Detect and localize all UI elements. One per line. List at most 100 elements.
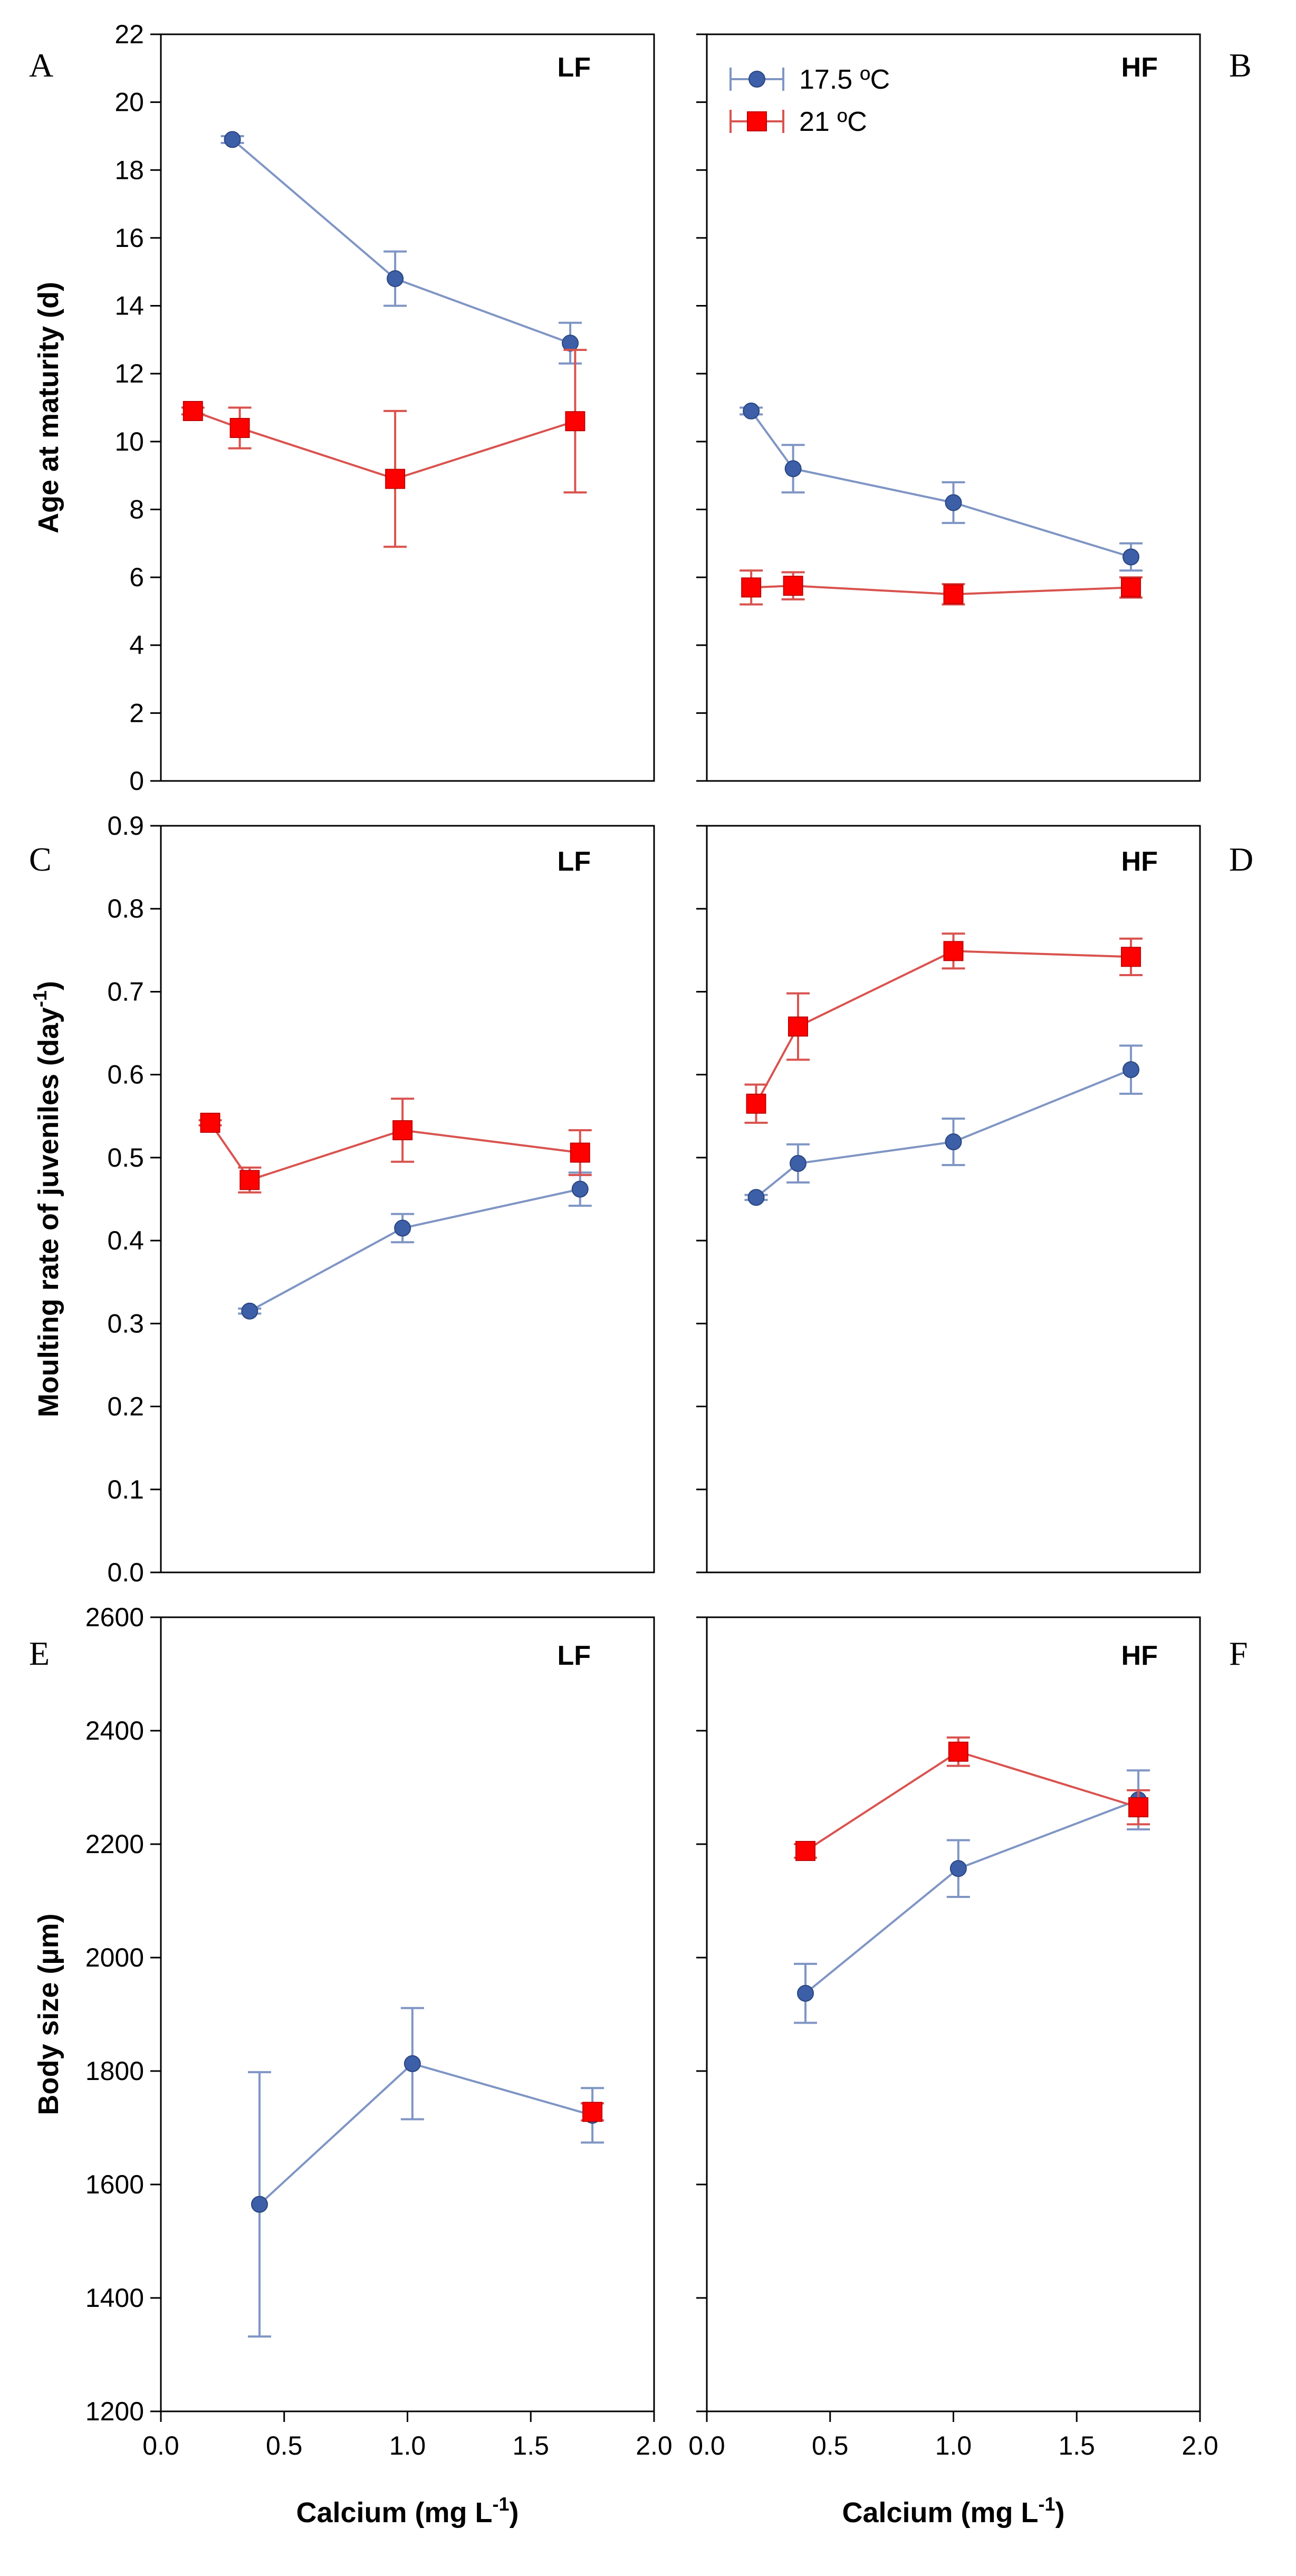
- series-line: [258, 2062, 593, 2206]
- data-point: [1122, 1061, 1140, 1079]
- plot-frame: [160, 1616, 655, 2412]
- y-tick-label: 0.4: [107, 1226, 144, 1255]
- x-axis-title: Calcium (mg L-1): [296, 2493, 519, 2529]
- data-point: [224, 131, 241, 148]
- panel-E: 1200 1400 1600 1800 2000 2200 2400 2600 0.0 0.5 1.…: [29, 1602, 673, 2529]
- panel-label: A: [29, 46, 53, 84]
- data-point: [239, 1170, 260, 1190]
- data-point: [795, 1840, 815, 1861]
- y-tick-label: 0.3: [107, 1309, 144, 1338]
- data-point: [1121, 577, 1141, 598]
- legend-marker-21: [747, 111, 767, 131]
- data-point: [783, 576, 803, 596]
- data-point: [392, 1120, 413, 1141]
- y-tick-label: 2600: [85, 1602, 144, 1632]
- y-tick-label: 0: [129, 766, 144, 796]
- y-tick-label: 0.2: [107, 1392, 144, 1421]
- plot-frame: [160, 33, 655, 782]
- series-line: [804, 1750, 1139, 1852]
- data-point: [404, 2055, 421, 2073]
- y-tick-label: 2400: [85, 1716, 144, 1745]
- y-tick-label: 0.8: [107, 894, 144, 923]
- y-tick-label: 10: [114, 427, 144, 456]
- y-axis-title: Age at maturity (d): [33, 282, 64, 533]
- legend-item-21: 21 ºC: [729, 107, 867, 137]
- y-tick-label: 22: [114, 20, 144, 49]
- panel-A: 0 2 4 6 8 10 12 14 16 18 20 22 Age at maturity (d) A L…: [29, 20, 655, 796]
- series-s21: [181, 349, 587, 548]
- y-tick-label: 6: [129, 562, 144, 592]
- y-tick-label: 18: [114, 155, 144, 185]
- x-tick-label: 1.5: [1058, 2431, 1095, 2460]
- series-line: [232, 138, 571, 345]
- series-s21: [740, 569, 1143, 606]
- y-tick-label: 0.9: [107, 811, 144, 841]
- data-point: [945, 494, 962, 511]
- y-tick-label: 0.1: [107, 1475, 144, 1504]
- y-tick-label: 0.6: [107, 1060, 144, 1090]
- series-line: [804, 1799, 1139, 1995]
- series-s17: [794, 1769, 1150, 2024]
- series-s21: [744, 932, 1143, 1124]
- data-point: [945, 1133, 962, 1151]
- x-tick-label: 1.5: [512, 2431, 549, 2460]
- panel-label: D: [1229, 841, 1253, 878]
- y-tick-label: 4: [129, 631, 144, 660]
- data-point: [571, 1180, 589, 1198]
- data-point: [582, 2102, 603, 2122]
- y-tick-label: 1400: [85, 2283, 144, 2313]
- y-tick-label: 16: [114, 223, 144, 253]
- data-point: [200, 1112, 220, 1133]
- data-point: [797, 1985, 814, 2002]
- data-point: [183, 400, 203, 421]
- data-point: [948, 1741, 968, 1762]
- series-s17: [238, 1171, 592, 1320]
- data-point: [562, 335, 579, 352]
- series-line: [755, 950, 1131, 1104]
- y-tick-label: 0.7: [107, 977, 144, 1006]
- y-tick-label: 0.5: [107, 1143, 144, 1172]
- y-tick-label: 2000: [85, 1943, 144, 1972]
- data-point: [1121, 947, 1141, 967]
- data-point: [743, 402, 760, 419]
- data-point: [943, 941, 964, 961]
- panel-label: B: [1229, 46, 1252, 84]
- panel-label: F: [1229, 1635, 1248, 1672]
- feed-label: HF: [1121, 846, 1158, 877]
- x-axis-title: Calcium (mg L-1): [842, 2493, 1064, 2529]
- panel-D: D HF: [696, 825, 1253, 1573]
- data-point: [784, 460, 802, 478]
- data-point: [229, 418, 250, 438]
- data-point: [741, 577, 762, 598]
- series-line: [750, 410, 1131, 558]
- data-point: [570, 1142, 590, 1163]
- panel-label: E: [29, 1635, 50, 1672]
- series-s17: [220, 131, 582, 365]
- x-tick-label: 2.0: [1182, 2431, 1218, 2460]
- series-s17: [740, 402, 1143, 572]
- legend-label-21: 21 ºC: [799, 107, 867, 137]
- y-tick-label: 12: [114, 359, 144, 388]
- feed-label: HF: [1121, 1640, 1158, 1671]
- panel-B: B HF 17.5 ºC 21 ºC: [696, 33, 1252, 782]
- legend: 17.5 ºC 21 ºC: [729, 64, 890, 137]
- y-tick-label: 2200: [85, 1829, 144, 1859]
- y-axis-title: Moulting rate of juveniles (day-1): [29, 981, 64, 1417]
- data-point: [789, 1155, 807, 1172]
- data-point: [241, 1302, 258, 1320]
- y-axis-title: Body size (µm): [33, 1913, 64, 2115]
- legend-marker-17-5: [748, 71, 765, 88]
- data-point: [747, 1189, 765, 1206]
- series-line: [249, 1188, 581, 1312]
- plot-frame: [160, 825, 655, 1573]
- feed-label: LF: [557, 52, 591, 83]
- x-tick-label: 1.0: [935, 2431, 972, 2460]
- series-line: [751, 585, 1131, 596]
- y-tick-label: 1200: [85, 2397, 144, 2426]
- y-tick-label: 8: [129, 494, 144, 524]
- feed-label: HF: [1121, 52, 1158, 83]
- panel-label: C: [29, 841, 52, 878]
- data-point: [943, 584, 964, 605]
- plot-frame: [706, 825, 1201, 1573]
